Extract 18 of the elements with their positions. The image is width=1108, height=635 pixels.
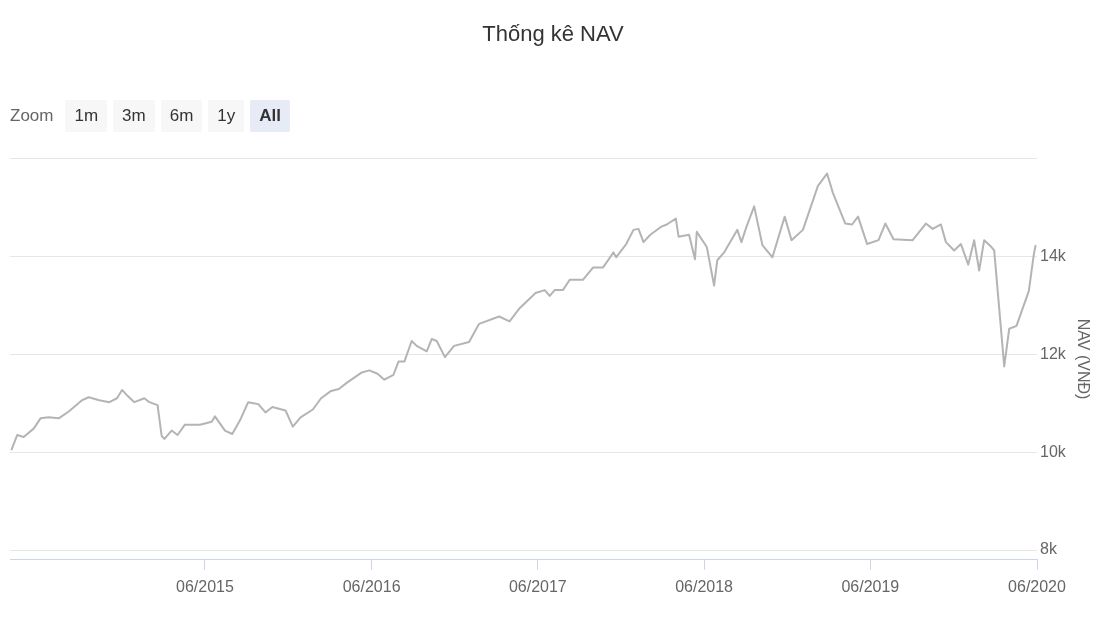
chart-title: Thống kê NAV xyxy=(482,21,625,47)
y-axis-title: NAV (VNĐ) xyxy=(1074,318,1092,400)
x-tick-label: 06/2016 xyxy=(342,577,401,595)
text: 1m xyxy=(65,100,108,132)
text: 3m xyxy=(113,100,155,132)
text: 1y xyxy=(208,100,245,132)
y-tick-label: 8k xyxy=(1040,540,1058,558)
x-tick-label: 06/2018 xyxy=(675,577,734,595)
x-tick-label: 06/2019 xyxy=(841,577,900,595)
text: 6m xyxy=(160,100,203,132)
text: All xyxy=(250,100,291,132)
y-tick-label: 12k xyxy=(1040,344,1067,362)
x-tick-label: 06/2015 xyxy=(176,577,234,595)
text: Zoom xyxy=(10,106,54,126)
x-tick-label: 06/2017 xyxy=(508,577,567,595)
x-tick-label: 06/2020 xyxy=(1008,577,1067,595)
y-tick-label: 10k xyxy=(1040,442,1067,460)
y-tick-label: 14k xyxy=(1040,246,1067,264)
